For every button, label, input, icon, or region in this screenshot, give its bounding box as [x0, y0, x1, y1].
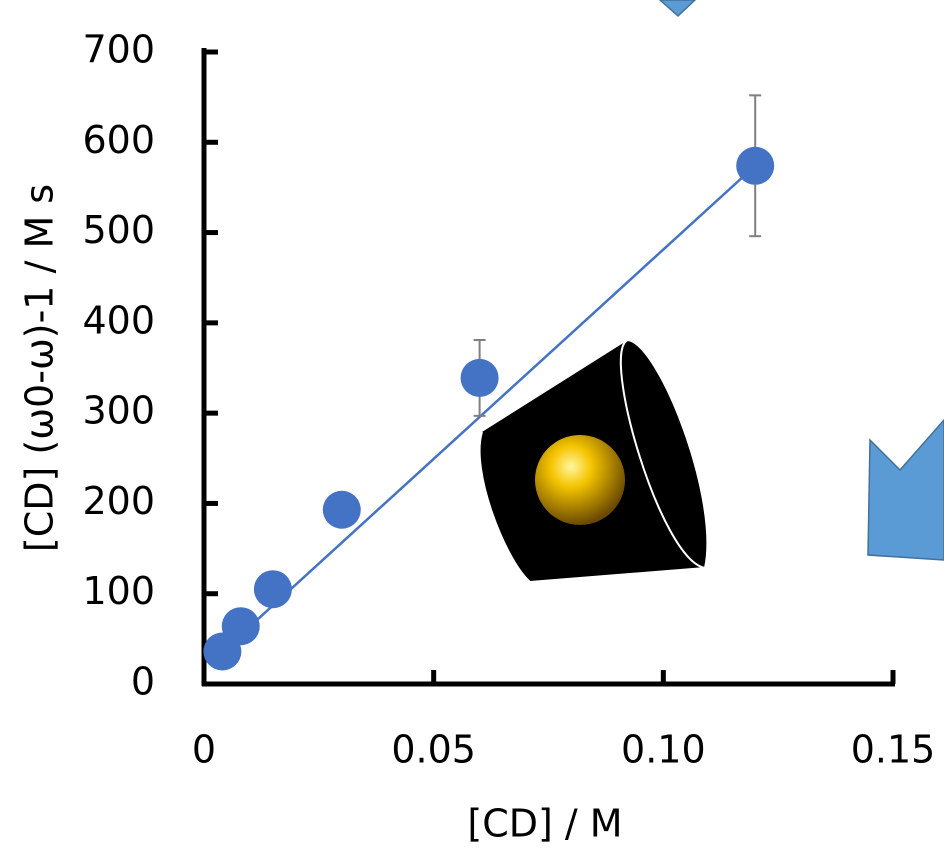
x-axis-label: [CD] / M	[467, 802, 622, 846]
data-point	[736, 146, 775, 185]
cone-illustration	[478, 339, 709, 583]
x-tick-label: 0.15	[851, 728, 936, 772]
y-tick-label: 500	[82, 208, 155, 252]
data-point	[460, 358, 499, 397]
y-tick-label: 300	[82, 389, 155, 433]
arrow-decoration	[867, 418, 944, 561]
y-tick-label: 0	[131, 660, 155, 704]
y-tick-label: 200	[82, 479, 155, 523]
data-point	[253, 570, 292, 609]
arrow-decoration	[658, 0, 697, 18]
x-tick-label: 0	[192, 728, 216, 772]
data-point	[322, 490, 361, 529]
y-tick-label: 700	[82, 28, 155, 72]
x-tick-label: 0.10	[621, 728, 706, 772]
x-tick-label: 0.05	[391, 728, 476, 772]
data-point	[221, 607, 260, 646]
y-tick-label: 100	[82, 569, 155, 613]
y-axis-label: [CD] (ω0-ω)-1 / M s	[18, 184, 62, 552]
y-tick-label: 600	[82, 118, 155, 162]
trendline	[221, 164, 757, 653]
y-tick-label: 400	[82, 298, 155, 342]
